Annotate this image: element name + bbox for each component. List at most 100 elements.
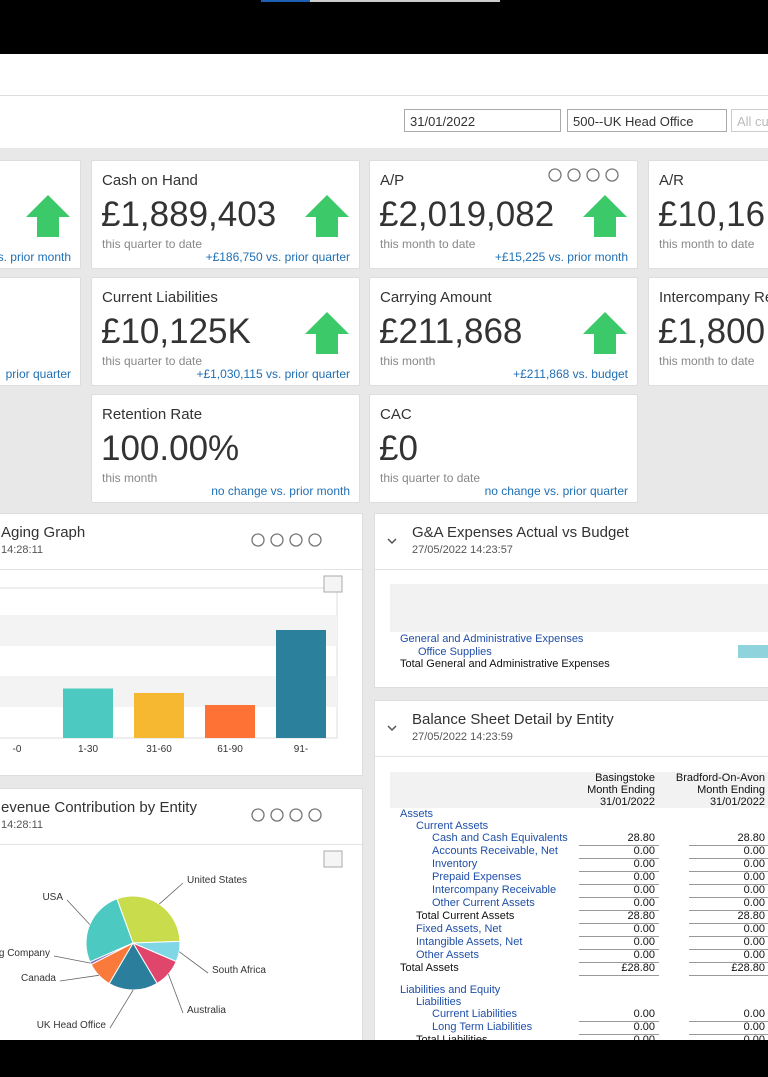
leader-line [109,989,134,1029]
panel: G&A Expenses Actual vs Budget 27/05/2022 … [374,513,768,688]
panel-timestamp: 27/05/2022 14:23:59 [412,731,513,743]
card-period: this quarter to date [102,354,203,368]
card-value: £1,889,403 [101,195,277,234]
bar [63,688,113,738]
toolbar-icon [270,533,284,547]
bs-row-label: Cash and Cash Equivalents [432,832,568,844]
bs-cell: 0.00 [743,923,765,935]
bottom-bar [0,1040,768,1077]
panel-title: G&A Expenses Actual vs Budget [412,524,629,541]
pie-slice [108,942,158,991]
card-title: Retention Rate [102,406,203,423]
bs-cell-rule [579,884,659,885]
bs-cell-rule [689,845,768,846]
leader-line [178,951,209,974]
up-arrow [26,195,70,237]
bs-cell: 28.80 [627,832,655,844]
kpi-card: prior quarter [0,277,81,386]
panel-timestamp: 14:28:11 [1,819,44,831]
other-select[interactable]: All cu [731,109,768,132]
panel-divider [0,569,362,570]
leader-line [159,882,184,905]
bs-cell-rule [579,910,659,911]
kpi-card: CAC £0 this quarter to date no change vs. p… [369,394,638,503]
panel-divider [0,844,362,845]
x-tick-label: 31-60 [146,744,172,755]
card-delta: +£15,225 vs. prior month [494,250,628,264]
panel-divider [375,569,768,570]
bs-cell: 0.00 [633,897,655,909]
bs-row-label: Fixed Assets, Net [416,923,502,935]
up-arrow [583,195,627,237]
bs-cell: 0.00 [743,858,765,870]
kpi-card: A/R £10,16 this month to date [648,160,768,269]
card-title: A/R [659,172,685,189]
bs-cell: 0.00 [633,949,655,961]
card-title: Current Liabilities [102,289,218,306]
bs-row-label: Other Assets [416,949,479,961]
ga-row-label: Total General and Administrative Expense… [400,658,610,670]
pie-label: USA [42,892,63,903]
toolbar-icon [289,533,303,547]
bs-cell: £28.80 [621,962,655,974]
bs-column-header: 31/01/2022 [709,796,765,808]
collapse-chevron [387,538,397,545]
up-arrow [305,312,349,354]
date-input[interactable]: 31/01/2022 [404,109,561,132]
toolbar-icon [251,808,265,822]
bs-cell: 28.80 [627,910,655,922]
bs-cell-rule [689,897,768,898]
bs-cell-rule [689,949,768,950]
toolbar-icon [289,808,303,822]
bs-cell: 0.00 [743,936,765,948]
bs-row-label: Liabilities [416,996,462,1008]
card-delta: no change vs. prior month [211,484,350,498]
bs-cell-rule [689,858,768,859]
bs-cell: 0.00 [633,871,655,883]
card-value: £0 [379,429,418,468]
bs-column-header: 31/01/2022 [599,796,655,808]
up-arrow [305,195,349,237]
bs-cell: £28.80 [731,962,765,974]
header [0,54,768,96]
card-delta: prior quarter [5,367,71,381]
card-value: £10,16 [658,195,766,234]
bs-cell: 28.80 [737,832,765,844]
top-bar [0,0,768,54]
card-value: 100.00% [101,429,240,468]
card-delta: +£186,750 vs. prior quarter [205,250,350,264]
bs-cell-rule [689,975,768,976]
up-arrow [583,312,627,354]
bs-row-label: Intercompany Receivable [432,884,557,896]
bs-cell-rule [689,962,768,963]
pie-label: United States [187,875,247,886]
toolbar-icon [308,533,322,547]
bs-row-label: Accounts Receivable, Net [432,845,558,857]
bs-cell: 0.00 [743,884,765,896]
leader-line [167,973,184,1014]
bs-column-header: Month Ending [587,784,655,796]
pie-label: UK Head Office [37,1020,107,1031]
entity-select[interactable]: 500--UK Head Office [567,109,727,132]
card-value: £1,800 [658,312,766,351]
bs-cell: 0.00 [743,1008,765,1020]
card-value: £2,019,082 [379,195,555,234]
card-period: this month to date [659,354,755,368]
bs-header-band [390,772,768,808]
bs-cell: 0.00 [633,1008,655,1020]
card-period: this month to date [659,237,755,251]
card-delta: no change vs. prior quarter [484,484,628,498]
collapse-chevron [387,725,397,732]
pie-label: g Company [0,948,50,959]
bs-cell-rule [689,871,768,872]
bs-cell-rule [579,975,659,976]
bs-row-label: Long Term Liabilities [432,1021,533,1033]
bs-cell: 0.00 [743,949,765,961]
pie-label: Canada [21,973,56,984]
x-tick-label: 61-90 [217,744,243,755]
card-period: this month to date [380,237,476,251]
bar [134,693,184,738]
panel-timestamp: 27/05/2022 14:23:57 [412,544,513,556]
tab-strip [310,0,500,2]
